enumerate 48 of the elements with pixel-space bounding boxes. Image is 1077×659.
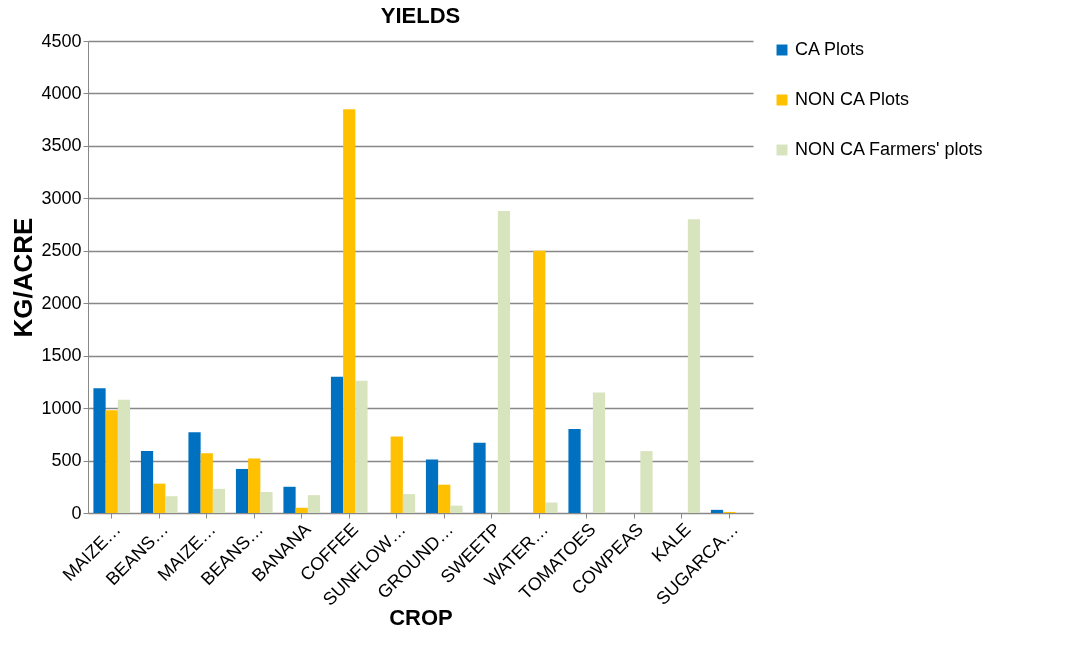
bar xyxy=(355,380,368,513)
bar xyxy=(425,459,439,513)
bar xyxy=(295,507,308,513)
bar xyxy=(473,442,486,513)
bar xyxy=(200,453,213,513)
bar xyxy=(438,484,451,513)
bar xyxy=(140,451,154,513)
bar xyxy=(165,496,178,513)
y-tick-label: 500 xyxy=(51,450,82,471)
bar xyxy=(592,392,606,513)
bar xyxy=(93,388,106,513)
y-tick-label: 2500 xyxy=(41,240,82,261)
bar xyxy=(568,429,581,513)
bar xyxy=(640,451,653,513)
bar xyxy=(450,505,463,513)
bar xyxy=(402,494,416,513)
bar xyxy=(188,432,201,513)
bar xyxy=(153,483,166,513)
bar xyxy=(497,210,511,513)
y-tick-label: 0 xyxy=(71,502,82,523)
y-tick-label: 4000 xyxy=(41,82,82,103)
bar xyxy=(283,486,296,513)
legend-label: CA Plots xyxy=(795,39,865,59)
bar xyxy=(235,468,249,513)
bar xyxy=(390,436,403,513)
bar xyxy=(330,376,344,513)
chart-title: YIELDS xyxy=(380,3,461,28)
bar xyxy=(117,399,131,513)
legend-label: NON CA Farmers' plots xyxy=(795,139,983,159)
y-tick-label: 3000 xyxy=(41,187,82,208)
y-tick-label: 2000 xyxy=(41,292,82,313)
y-tick-label: 4500 xyxy=(41,30,82,51)
bar xyxy=(533,250,546,513)
y-tick-label: 3500 xyxy=(41,135,82,156)
bar xyxy=(212,488,226,513)
y-tick-label: 1500 xyxy=(41,345,82,366)
bar xyxy=(307,495,321,513)
y-tick-label: 1000 xyxy=(41,397,82,418)
bar xyxy=(248,458,261,513)
bar xyxy=(687,219,701,513)
bar xyxy=(545,502,558,513)
bar xyxy=(260,492,273,513)
bar xyxy=(343,109,356,513)
x-axis-title: CROP xyxy=(389,604,453,630)
bar xyxy=(710,509,724,513)
legend-label: NON CA Plots xyxy=(795,89,910,109)
bar xyxy=(105,410,118,513)
y-axis-title: KG/ACRE xyxy=(8,217,39,338)
